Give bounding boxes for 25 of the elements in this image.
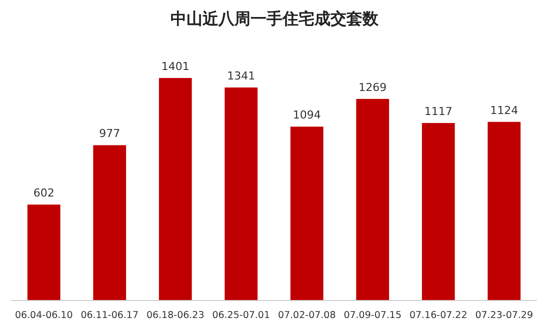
x-tick-label: 06.04-06.10 (14, 310, 73, 321)
bar (422, 123, 455, 300)
bar (27, 204, 60, 300)
x-tick-label: 07.16-07.22 (409, 310, 468, 321)
data-label: 602 (33, 186, 54, 200)
data-label: 1117 (424, 105, 452, 118)
bar (224, 88, 258, 300)
data-label: 1269 (358, 80, 387, 94)
x-tick-label: 06.18-06.23 (146, 310, 204, 321)
x-tick-label: 07.09-07.15 (344, 310, 402, 321)
x-tick-label: 07.02-07.08 (278, 310, 336, 321)
data-label: 1401 (161, 60, 190, 73)
chart-title: 中山近八周一手住宅成交套数 (170, 9, 380, 28)
bar (356, 98, 390, 300)
x-tick-label: 06.25-07.01 (212, 310, 270, 321)
data-label: 1341 (227, 70, 256, 83)
bar (488, 122, 521, 300)
data-label: 1124 (490, 104, 518, 117)
x-tick-label: 06.11-06.17 (80, 310, 139, 321)
bar (158, 78, 192, 300)
data-label: 1094 (292, 108, 321, 122)
x-tick-label: 07.23-07.29 (475, 310, 534, 321)
data-label: 977 (99, 127, 120, 140)
bar (93, 145, 126, 300)
bar (290, 126, 324, 300)
